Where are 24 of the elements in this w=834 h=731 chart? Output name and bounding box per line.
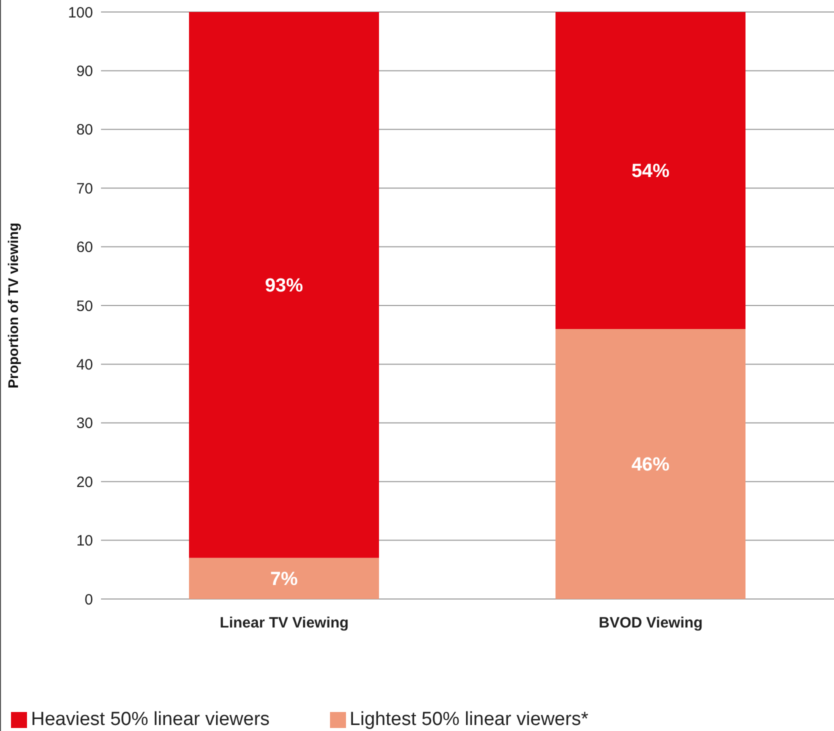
y-axis-title: Proportion of TV viewing — [4, 222, 21, 388]
y-tick-label: 80 — [76, 122, 93, 139]
y-tick-label: 60 — [76, 239, 93, 256]
y-tick-label: 30 — [76, 415, 93, 432]
data-label: 7% — [270, 569, 298, 590]
legend-label: Lightest 50% linear viewers* — [350, 709, 588, 730]
bar — [189, 558, 379, 599]
bar — [556, 328, 746, 599]
data-label: 46% — [631, 454, 670, 476]
y-tick-label: 90 — [76, 63, 93, 80]
data-label: 93% — [264, 276, 304, 297]
y-tick-label: 40 — [76, 356, 93, 374]
bar — [556, 12, 746, 329]
y-tick-label: 70 — [76, 180, 93, 198]
y-tick-label: 50 — [76, 298, 93, 315]
data-label: 54% — [631, 161, 670, 182]
y-tick-label: 0 — [84, 591, 93, 608]
bar — [189, 12, 379, 558]
y-tick-label: 10 — [76, 532, 93, 550]
y-tick-label: 100 — [68, 4, 93, 22]
legend-label: Heaviest 50% linear viewers — [31, 709, 270, 730]
y-tick-label: 20 — [76, 474, 93, 491]
x-tick-label: Linear TV Viewing — [220, 614, 349, 632]
x-tick-label: BVOD Viewing — [598, 614, 703, 632]
